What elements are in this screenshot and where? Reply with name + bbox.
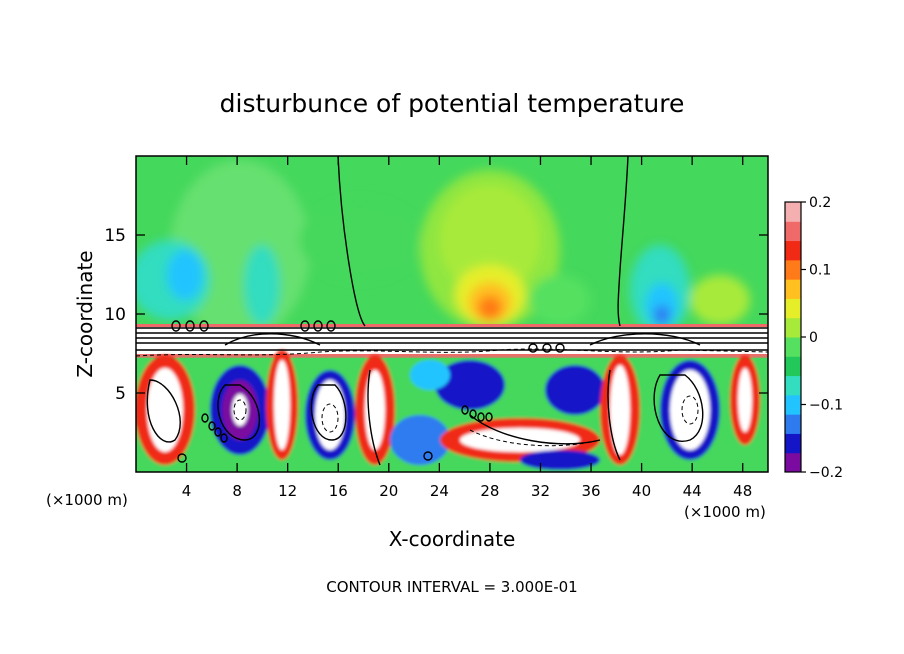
colorbar-swatch [785,433,801,454]
y-tick-label: 15 [104,226,126,246]
colorbar-swatch [785,356,801,377]
colorbar-swatch [785,337,801,357]
x-tick-label: 28 [480,482,499,500]
colorbar-swatch [785,202,801,222]
colorbar-tick-label: −0.2 [809,465,843,481]
colorbar-swatch [785,414,801,434]
x-tick-label: 4 [182,482,192,500]
contour-interval-note: CONTOUR INTERVAL = 3.000E-01 [326,578,577,596]
colorbar-swatch [785,375,801,396]
x-tick-label: 16 [329,482,348,500]
colorbar-tick-label: 0.2 [809,195,831,211]
x-tick-label: 12 [278,482,297,500]
colorbar-swatch [785,298,801,319]
colorbar-swatch [785,240,801,261]
x-tick-label: 40 [632,482,651,500]
x-axis-label: X-coordinate [389,527,516,551]
chart-title: disturbunce of potential temperature [220,89,685,118]
colorbar-swatch [785,259,801,280]
colorbar-tick-label: −0.1 [809,398,843,414]
x-tick-label: 36 [581,482,600,500]
x-tick-label: 44 [683,482,702,500]
potential-temperature-field [136,156,768,472]
x-unit-left: (×1000 m) [46,491,128,509]
y-tick-label: 5 [115,384,126,404]
colorbar-tick-label: 0 [809,330,818,346]
x-tick-label: 8 [232,482,242,500]
x-axis: 4 8 12 16 20 24 28 32 36 40 44 48 [182,156,752,500]
colorbar-swatch [785,452,801,473]
y-tick-label: 10 [104,305,126,325]
colorbar: 0.2 0.1 0 −0.1 −0.2 [784,195,843,481]
colorbar-swatch [785,394,801,415]
x-tick-label: 32 [531,482,550,500]
x-unit-right: (×1000 m) [684,503,766,521]
y-axis-label: Z-coordinate [73,250,97,377]
colorbar-swatch [785,221,801,242]
x-tick-label: 20 [379,482,398,500]
colorbar-swatch [785,279,801,299]
y-axis: 5 10 15 [104,226,768,404]
x-tick-label: 48 [733,482,752,500]
colorbar-swatch [785,317,801,338]
colorbar-tick-label: 0.1 [809,263,831,279]
x-tick-label: 24 [430,482,449,500]
